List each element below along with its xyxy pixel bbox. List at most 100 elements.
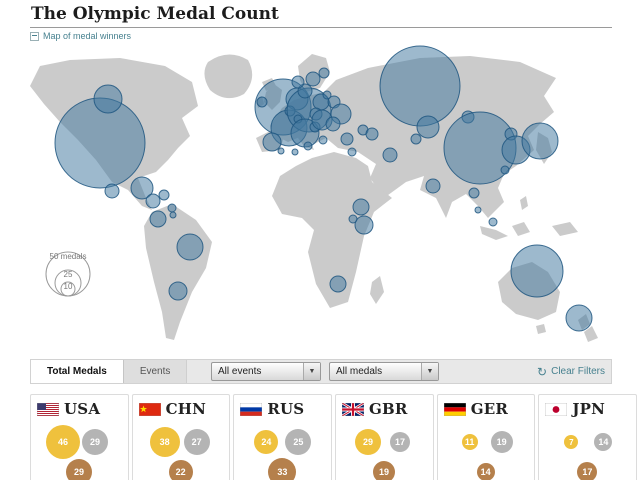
medal-bubbles[interactable] <box>54 45 593 332</box>
medal-bubble[interactable] <box>425 178 441 194</box>
medal-bubble[interactable] <box>303 141 313 151</box>
medal-count-circles: 19 11 14 <box>444 422 529 480</box>
tab-total-medals[interactable]: Total Medals <box>31 360 124 383</box>
page-title: The Olympic Medal Count <box>31 4 279 24</box>
medals-filter-value: All medals <box>336 366 383 377</box>
bronze-medal-circle: 17 <box>577 462 598 480</box>
landmass-madagascar <box>370 276 384 304</box>
gold-medal-circle: 11 <box>461 434 478 450</box>
refresh-icon: ↻ <box>537 364 548 379</box>
legend-label: 50 medals <box>50 252 87 261</box>
medal-bubble[interactable] <box>365 127 379 141</box>
country-code: RUS <box>267 400 305 418</box>
medal-bubble[interactable] <box>521 122 559 160</box>
silver-medal-circle: 25 <box>285 429 312 455</box>
bronze-medal-circle: 29 <box>66 459 92 480</box>
medal-bubble[interactable] <box>382 147 398 163</box>
gold-medal-circle: 38 <box>149 427 180 457</box>
silver-medal-circle: 29 <box>82 429 108 455</box>
landmass-new-guinea <box>552 222 578 236</box>
medal-bubble[interactable] <box>325 116 341 132</box>
country-code: GER <box>470 400 508 418</box>
medal-bubble[interactable] <box>318 135 328 145</box>
country-card-rus[interactable]: RUS 25 24 33 <box>233 394 333 480</box>
medal-bubble[interactable] <box>262 132 282 152</box>
medal-bubble[interactable] <box>305 71 321 87</box>
filter-bar: Total Medals Events All events ▼ All med… <box>30 359 612 384</box>
medal-bubble[interactable] <box>510 244 564 298</box>
collapse-icon[interactable] <box>30 31 39 41</box>
clear-filters-button[interactable]: ↻ Clear Filters <box>537 360 605 383</box>
landmass-tasmania <box>536 324 546 334</box>
map-toggle[interactable]: Map of medal winners <box>30 31 131 41</box>
country-card-jpn[interactable]: JPN 14 7 17 <box>538 394 638 480</box>
landmass-greenland <box>204 54 253 99</box>
medal-bubble[interactable] <box>318 67 330 79</box>
medal-bubble[interactable] <box>291 75 305 89</box>
medal-count-circles: 17 29 19 <box>342 422 427 480</box>
medal-bubble[interactable] <box>291 148 299 156</box>
medal-bubble[interactable] <box>54 97 146 189</box>
medal-bubble[interactable] <box>277 147 285 155</box>
medal-bubble[interactable] <box>256 96 268 108</box>
medal-bubble[interactable] <box>168 281 188 301</box>
medal-bubble[interactable] <box>104 183 120 199</box>
flag-great-britain-icon <box>342 402 365 416</box>
landmass-philippines <box>520 196 528 210</box>
flag-russia-icon <box>240 402 263 416</box>
title-divider <box>30 27 612 28</box>
chevron-down-icon[interactable]: ▼ <box>421 363 438 380</box>
medal-bubble[interactable] <box>167 203 177 213</box>
medal-bubble[interactable] <box>348 214 358 224</box>
events-filter-value: All events <box>218 366 262 377</box>
bronze-medal-circle: 33 <box>268 458 297 480</box>
landmass-africa <box>272 152 392 308</box>
medal-bubble[interactable] <box>93 84 123 114</box>
medal-bubble[interactable] <box>322 90 332 100</box>
medal-bubble[interactable] <box>176 233 204 261</box>
chevron-down-icon[interactable]: ▼ <box>303 363 320 380</box>
medal-bubble[interactable] <box>354 215 374 235</box>
medal-bubble[interactable] <box>169 211 177 219</box>
tab-events[interactable]: Events <box>123 360 188 383</box>
country-code: USA <box>64 400 101 418</box>
medal-bubble[interactable] <box>347 147 357 157</box>
silver-medal-circle: 27 <box>183 429 210 455</box>
silver-medal-circle: 14 <box>594 433 613 451</box>
medal-bubble[interactable] <box>565 304 593 332</box>
events-filter-dropdown[interactable]: All events ▼ <box>211 362 321 381</box>
medals-filter-dropdown[interactable]: All medals ▼ <box>329 362 439 381</box>
medal-bubble[interactable] <box>329 275 347 293</box>
bubble-size-legend: 50 medals 25 10 <box>45 251 91 297</box>
bronze-medal-circle: 19 <box>373 461 396 480</box>
medal-count-circles: 29 46 29 <box>37 422 122 480</box>
gold-medal-circle: 7 <box>564 435 579 449</box>
medal-bubble[interactable] <box>474 206 482 214</box>
medal-bubble[interactable] <box>488 217 498 227</box>
medal-count-circles: 14 7 17 <box>545 422 630 480</box>
world-map[interactable]: 50 medals 25 10 <box>0 40 640 358</box>
medal-bubble[interactable] <box>410 133 422 145</box>
bronze-medal-circle: 22 <box>168 460 193 480</box>
landmass-indonesia-west <box>480 226 508 240</box>
country-medal-cards: USA 29 46 29 CHN 27 38 22 RUS 25 24 33 <box>30 394 638 480</box>
medal-bubble[interactable] <box>468 187 480 199</box>
medal-bubble[interactable] <box>149 210 167 228</box>
medal-bubble[interactable] <box>130 176 154 200</box>
gold-medal-circle: 46 <box>46 425 80 459</box>
country-code: JPN <box>572 400 606 418</box>
medal-bubble[interactable] <box>352 198 370 216</box>
country-card-ger[interactable]: GER 19 11 14 <box>436 394 536 480</box>
medal-bubble[interactable] <box>416 115 440 139</box>
medal-count-circles: 27 38 22 <box>139 422 224 480</box>
medal-bubble[interactable] <box>340 132 354 146</box>
silver-medal-circle: 17 <box>390 432 411 452</box>
medal-bubble[interactable] <box>379 45 461 127</box>
medal-bubble[interactable] <box>500 165 510 175</box>
medal-bubble[interactable] <box>158 189 170 201</box>
medal-bubble[interactable] <box>145 193 161 209</box>
medal-bubble[interactable] <box>297 83 313 99</box>
country-card-gbr[interactable]: GBR 17 29 19 <box>335 394 434 480</box>
country-card-usa[interactable]: USA 29 46 29 <box>30 394 129 480</box>
country-card-chn[interactable]: CHN 27 38 22 <box>131 394 231 480</box>
